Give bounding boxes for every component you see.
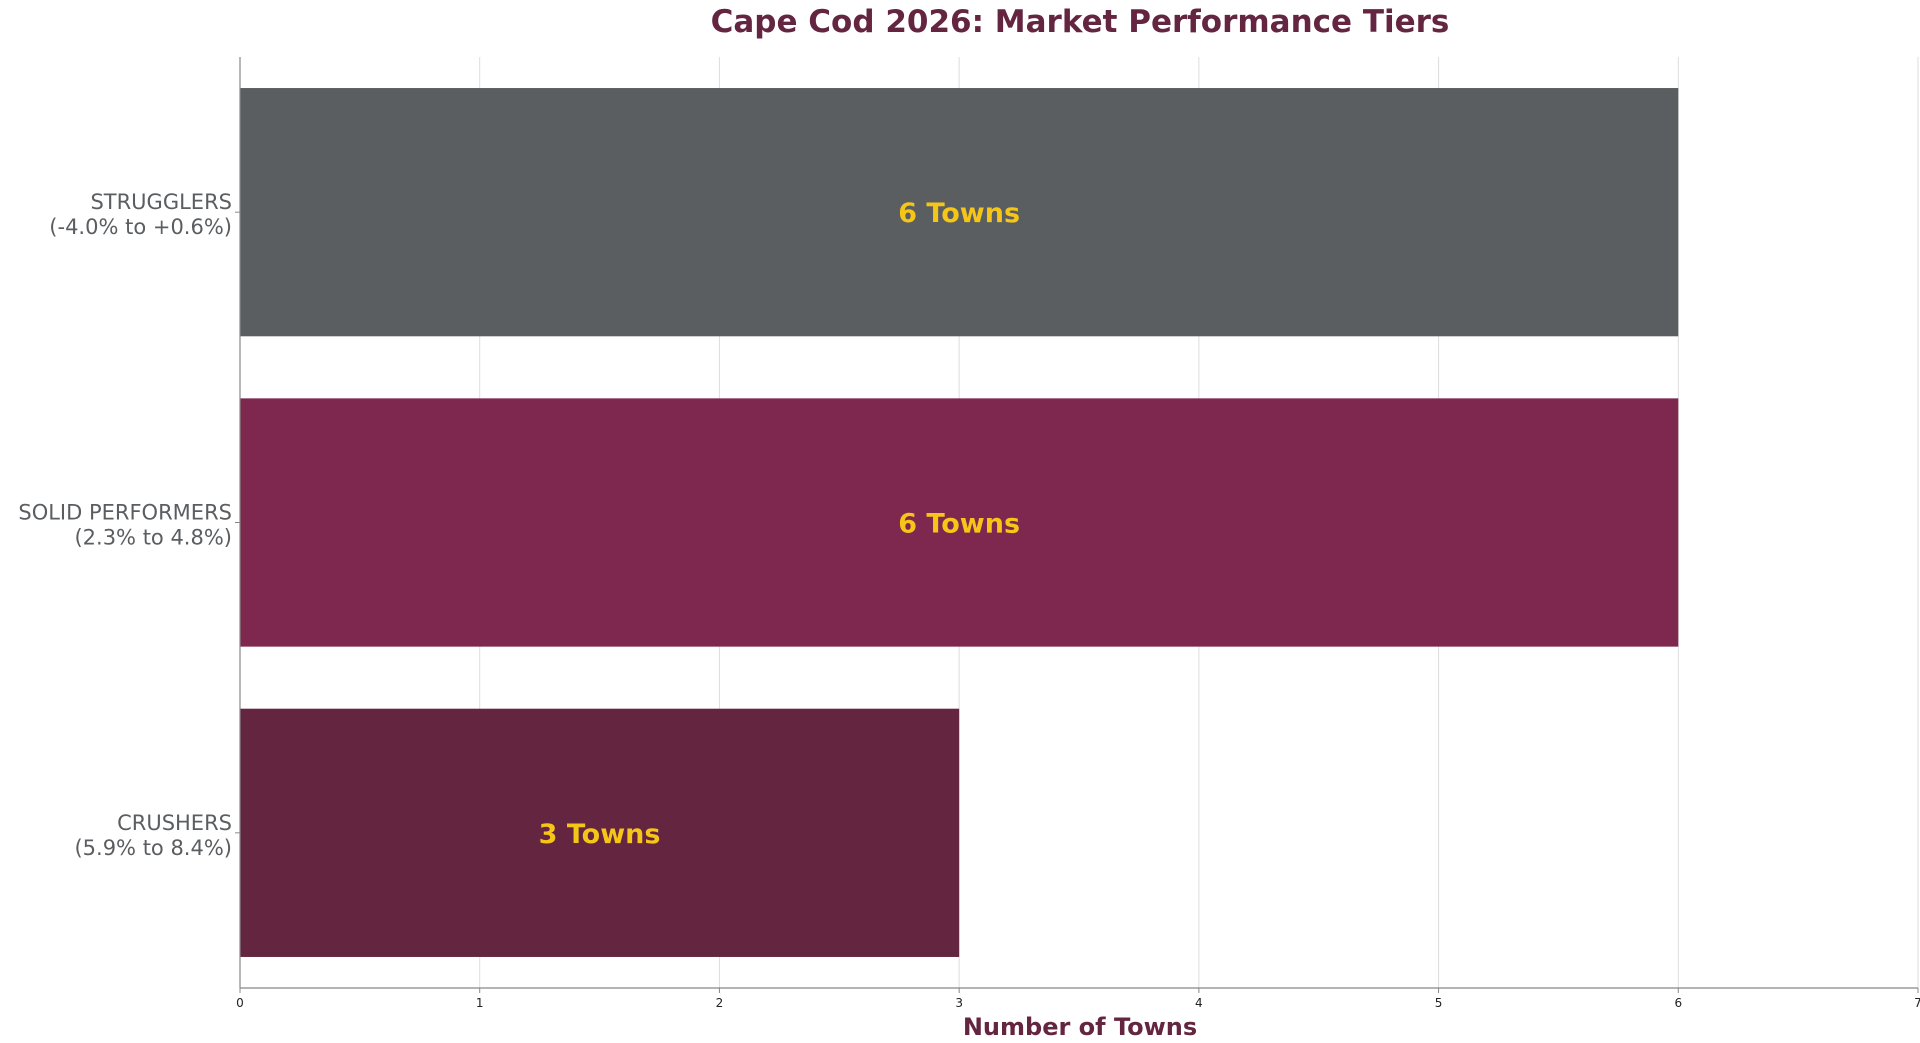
x-tick-label: 0 <box>236 996 244 1010</box>
chart-title: Cape Cod 2026: Market Performance Tiers <box>711 4 1450 40</box>
bars-layer <box>240 88 1679 957</box>
category-label: STRUGGLERS <box>90 190 232 214</box>
axis-layer: 0 1 2 3 4 5 6 7 <box>235 57 1920 1010</box>
x-tick-label: 4 <box>1195 996 1203 1010</box>
bar-value-label: 3 Towns <box>539 819 661 850</box>
bar-solid-performers <box>240 398 1679 647</box>
x-tick-label: 3 <box>955 996 963 1010</box>
x-tick-label: 7 <box>1914 996 1920 1010</box>
bar-value-label: 6 Towns <box>898 198 1020 229</box>
bar-crushers <box>240 708 960 957</box>
x-tick-label: 5 <box>1435 996 1443 1010</box>
bar-value-label: 6 Towns <box>898 509 1020 540</box>
x-tick-label: 1 <box>476 996 484 1010</box>
labels-layer: 3 Towns CRUSHERS(5.9% to 8.4%) 6 Towns SOLI… <box>18 190 1020 860</box>
category-label: CRUSHERS <box>117 811 232 835</box>
category-range-label: (-4.0% to +0.6%) <box>49 215 232 239</box>
category-range-label: (2.3% to 4.8%) <box>74 526 232 550</box>
x-tick-label: 6 <box>1674 996 1682 1010</box>
category-label: SOLID PERFORMERS <box>18 501 232 525</box>
bar-strugglers <box>240 88 1679 337</box>
x-axis-label: Number of Towns <box>963 1013 1197 1041</box>
category-range-label: (5.9% to 8.4%) <box>74 836 232 860</box>
x-tick-label: 2 <box>716 996 724 1010</box>
